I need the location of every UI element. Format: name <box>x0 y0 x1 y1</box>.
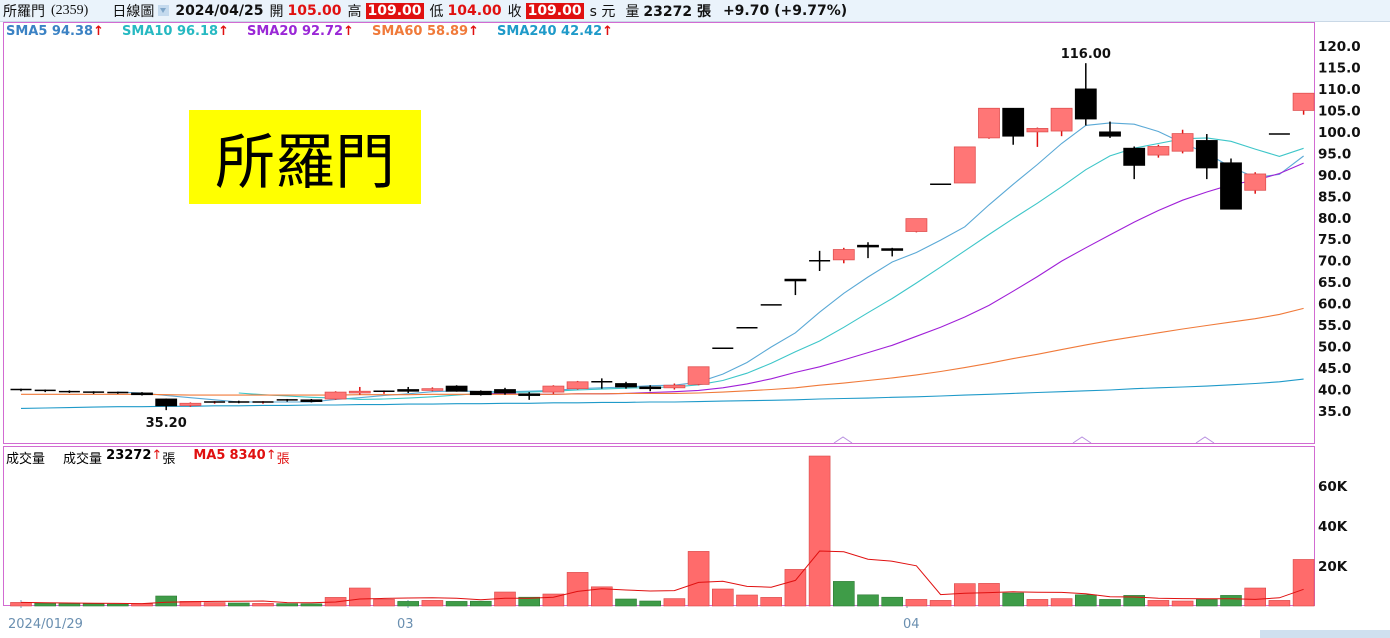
change-value: +9.70 (+9.77%) <box>722 2 848 19</box>
sma-legend-value: 96.18 <box>172 24 219 39</box>
open-value: 105.00 <box>287 2 342 19</box>
price-axis-label: 50.0 <box>1318 340 1351 356</box>
x-axis-label: 2024/01/29 <box>8 617 83 632</box>
volume-unit: 張 <box>162 452 176 467</box>
close-suffix: s 元 <box>589 3 616 20</box>
price-axis-label: 60.0 <box>1318 297 1351 313</box>
price-axis-label: 70.0 <box>1318 254 1351 270</box>
stock-name: 所羅門 <box>3 3 45 20</box>
sma-legend-value: 42.42 <box>556 24 603 39</box>
price-axis-label: 55.0 <box>1318 318 1351 334</box>
up-arrow-icon: ↑ <box>93 24 104 39</box>
volume-up-arrow-icon: ↑ <box>151 448 163 463</box>
high-value: 109.00 <box>365 2 424 19</box>
price-axis-label: 120.0 <box>1318 39 1361 55</box>
price-axis-label: 95.0 <box>1318 146 1351 162</box>
price-axis-label: 100.0 <box>1318 125 1361 141</box>
sma-legend-value: 58.89 <box>422 24 469 39</box>
close-value: 109.00 <box>525 2 584 19</box>
sma-legend-sma10: SMA10 96.18↑ <box>122 24 229 40</box>
price-axis-label: 65.0 <box>1318 275 1351 291</box>
price-axis-label: 45.0 <box>1318 361 1351 377</box>
high-label: 高 <box>347 3 362 20</box>
low-label: 低 <box>429 3 444 20</box>
x-axis-label: 03 <box>397 617 414 632</box>
sma-legend: SMA5 94.38↑ SMA10 96.18↑ SMA20 92.72↑ SMA60… <box>6 24 631 40</box>
volume-value: 23272 <box>106 448 152 463</box>
volume-label: 成交量 <box>63 452 103 467</box>
volume-legend: 成交量 成交量 23272 ↑ 張 MA5 8340 ↑ 張 <box>6 448 290 467</box>
ma5-value: 8340 <box>229 448 266 463</box>
ma5-unit: 張 <box>276 452 290 467</box>
stock-name-banner: 所羅門 <box>189 110 421 204</box>
price-axis-label: 110.0 <box>1318 82 1361 98</box>
price-axis-label: 115.0 <box>1318 60 1361 76</box>
sma-legend-label: SMA240 <box>497 24 557 39</box>
quote-header: 所羅門 (2359) 日線圖 2024/04/25 開 105.00 高 109… <box>0 0 1390 22</box>
open-label: 開 <box>269 3 284 20</box>
close-label: 收 <box>507 3 522 20</box>
volume-panel-title: 成交量 <box>6 452 46 467</box>
up-arrow-icon: ↑ <box>343 24 354 39</box>
price-axis-label: 40.0 <box>1318 383 1351 399</box>
low-value: 104.00 <box>447 2 502 19</box>
price-axis-label: 75.0 <box>1318 232 1351 248</box>
volume-value: 23272 張 <box>643 3 711 20</box>
up-arrow-icon: ↑ <box>602 24 614 39</box>
up-arrow-icon: ↑ <box>218 24 229 39</box>
price-axis-label: 90.0 <box>1318 168 1351 184</box>
bottom-tab-strip[interactable] <box>1260 630 1390 638</box>
ma5-up-arrow-icon: ↑ <box>265 448 277 463</box>
sma-legend-sma240: SMA240 42.42↑ <box>497 24 613 40</box>
sma-legend-sma5: SMA5 94.38↑ <box>6 24 104 40</box>
quote-date: 2024/04/25 <box>175 2 264 19</box>
sma-legend-label: SMA20 <box>246 24 298 39</box>
price-axis-label: 85.0 <box>1318 189 1351 205</box>
up-arrow-icon: ↑ <box>468 24 480 39</box>
sma-legend-sma20: SMA20 92.72↑ <box>247 24 354 40</box>
price-axis-label: 35.0 <box>1318 404 1351 420</box>
sma-legend-label: SMA10 <box>121 24 173 39</box>
x-axis-label: 04 <box>903 617 920 632</box>
volume-axis-label: 20K <box>1318 559 1348 575</box>
volume-axis-label: 40K <box>1318 519 1348 535</box>
sma-legend-value: 94.38 <box>47 24 94 39</box>
price-axis-label: 80.0 <box>1318 211 1351 227</box>
volume-axis-label: 60K <box>1318 479 1348 495</box>
period-selector[interactable]: 日線圖 <box>112 3 155 20</box>
sma-legend-label: SMA5 <box>6 24 48 39</box>
price-axis-label: 105.0 <box>1318 103 1361 119</box>
volume-chart-panel[interactable] <box>3 446 1315 606</box>
ma5-label: MA5 <box>193 448 226 463</box>
stock-code: (2359) <box>51 2 89 18</box>
sma-legend-sma60: SMA60 58.89↑ <box>372 24 479 40</box>
sma-legend-label: SMA60 <box>372 24 423 39</box>
volume-label: 量 <box>625 3 640 20</box>
price-chart-panel[interactable] <box>3 22 1315 444</box>
period-dropdown-icon[interactable] <box>158 5 170 16</box>
sma-legend-value: 92.72 <box>297 24 344 39</box>
